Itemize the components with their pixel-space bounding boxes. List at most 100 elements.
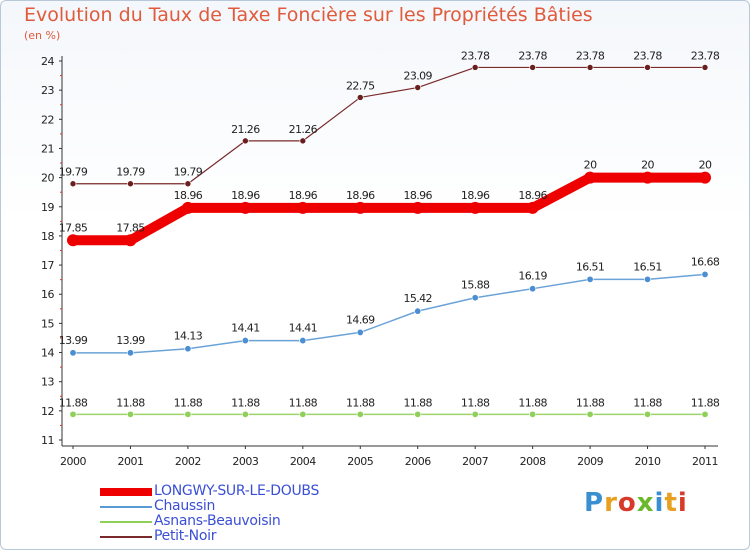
legend-swatch-asnans (100, 521, 152, 523)
x-tick-label-2000: 2000 (60, 455, 86, 468)
series-3-point-2007 (471, 64, 479, 71)
y-tick-label-18: 18 (41, 230, 54, 243)
data-labels-layer: 11.88 11.88 11.88 11.88 11.88 11.88 11.88 11.88… (59, 49, 721, 409)
series-0-point-2006 (411, 201, 424, 214)
series-0-label-2010: 20 (641, 159, 654, 172)
legend-swatch-chaussin (100, 506, 152, 508)
series-1-point-2003 (241, 337, 249, 345)
chart-title: Evolution du Taux de Taxe Foncière sur l… (24, 4, 593, 26)
y-tick-label-17: 17 (41, 259, 54, 272)
series-2-point-2006 (414, 410, 422, 418)
series-3-label-2010: 23.78 (633, 49, 662, 62)
series-0-point-2004 (296, 201, 309, 214)
series-1-label-2007: 15.88 (461, 279, 490, 292)
series-0-label-2001: 17.85 (116, 221, 145, 234)
series-1-label-2001: 13.99 (116, 334, 145, 347)
x-tick-label-2011: 2011 (692, 455, 718, 468)
series-3-point-2004 (299, 137, 307, 145)
y-tick-label-22: 22 (41, 113, 54, 126)
series-3-point-2002 (184, 180, 192, 188)
series-1-point-2010 (644, 275, 652, 283)
series-2-label-2000: 11.88 (59, 396, 88, 409)
series-1-point-2004 (299, 337, 307, 345)
series-2-label-2011: 11.88 (691, 396, 720, 409)
series-3-label-2011: 23.78 (691, 49, 720, 62)
y-tick-label-21: 21 (41, 142, 54, 155)
series-2-point-2003 (241, 410, 249, 418)
series-1-point-2001 (126, 349, 134, 357)
series-3-label-2008: 23.78 (518, 49, 547, 62)
legend-swatch-petit-noir (100, 536, 152, 538)
series-2-point-2009 (586, 410, 594, 418)
x-tick-label-2002: 2002 (175, 455, 201, 468)
series-2-point-2002 (184, 410, 192, 418)
series-2-label-2010: 11.88 (633, 396, 662, 409)
series-0-point-2008 (526, 201, 539, 214)
series-1-label-2002: 14.13 (174, 330, 203, 343)
series-3-point-2010 (644, 64, 651, 71)
series-3-label-2005: 22.75 (346, 79, 375, 92)
series-0-label-2006: 18.96 (403, 189, 432, 202)
series-1-label-2005: 14.69 (346, 313, 375, 326)
series-1-label-2006: 15.42 (403, 292, 432, 305)
series-1-label-2010: 16.51 (633, 260, 662, 273)
x-tick-label-2006: 2006 (405, 455, 431, 468)
series-1-label-2003: 14.41 (231, 322, 260, 335)
legend-label-asnans: Asnans-Beauvoisin (154, 513, 281, 529)
series-1-point-2008 (529, 285, 537, 293)
y-tick-label-23: 23 (41, 84, 54, 97)
series-2-label-2003: 11.88 (231, 396, 260, 409)
series-0-label-2011: 20 (699, 159, 712, 172)
series-1-label-2009: 16.51 (576, 260, 605, 273)
series-2-point-2007 (471, 410, 479, 418)
series-3-point-2011 (701, 64, 709, 71)
series-0-point-2000 (67, 234, 79, 247)
series-3-point-2001 (127, 180, 134, 188)
series-0-point-2009 (584, 171, 597, 184)
legend-label-longwy: LONGWY-SUR-LE-DOUBS (154, 483, 320, 499)
series-0-label-2008: 18.96 (518, 189, 547, 202)
series-2-label-2009: 11.88 (576, 396, 605, 409)
series-1-point-2006 (414, 307, 422, 315)
series-3-label-2001: 19.79 (116, 166, 145, 179)
series-0-label-2007: 18.96 (461, 189, 490, 202)
y-tick-label-12: 12 (41, 405, 54, 418)
series-0-point-2010 (641, 171, 654, 184)
series-2-label-2004: 11.88 (289, 396, 318, 409)
series-0-label-2004: 18.96 (289, 189, 318, 202)
series-line-1 (73, 273, 706, 354)
series-0-point-2002 (181, 201, 194, 214)
series-3-label-2000: 19.79 (59, 166, 88, 179)
series-3-label-2004: 21.26 (289, 123, 318, 136)
series-2-point-2001 (126, 410, 134, 418)
series-0-point-2011 (699, 171, 711, 184)
series-line-0 (73, 172, 705, 246)
y-tick-label-20: 20 (41, 172, 54, 185)
series-2-label-2008: 11.88 (518, 396, 547, 409)
x-tick-label-2005: 2005 (347, 455, 373, 468)
series-3-label-2007: 23.78 (461, 49, 490, 62)
legend-swatch-longwy (100, 488, 152, 496)
series-3-point-2003 (242, 137, 249, 145)
series-3-label-2003: 21.26 (231, 123, 260, 136)
y-tick-label-14: 14 (41, 347, 54, 360)
series-3-point-2008 (529, 64, 536, 71)
x-tick-label-2001: 2001 (117, 455, 143, 468)
unit-label: (en %) (24, 29, 61, 42)
series-0-point-2005 (354, 201, 367, 214)
x-tick-label-2004: 2004 (290, 455, 316, 468)
x-tick-label-2009: 2009 (577, 455, 603, 468)
legend-label-chaussin: Chaussin (154, 498, 216, 514)
y-tick-label-15: 15 (41, 317, 54, 330)
series-1-label-2004: 14.41 (289, 322, 318, 335)
series-3-label-2002: 19.79 (174, 166, 203, 179)
series-2-label-2007: 11.88 (461, 396, 490, 409)
series-2-point-2004 (299, 410, 307, 418)
series-0-label-2009: 20 (584, 159, 597, 172)
series-0-point-2003 (239, 201, 252, 214)
series-2-point-2011 (701, 410, 709, 418)
y-tick-label-13: 13 (41, 376, 54, 389)
axes: 11 12 13 14 15 16 17 18 19 20 21 22 23 24 2000 2001 2002… (41, 55, 719, 468)
